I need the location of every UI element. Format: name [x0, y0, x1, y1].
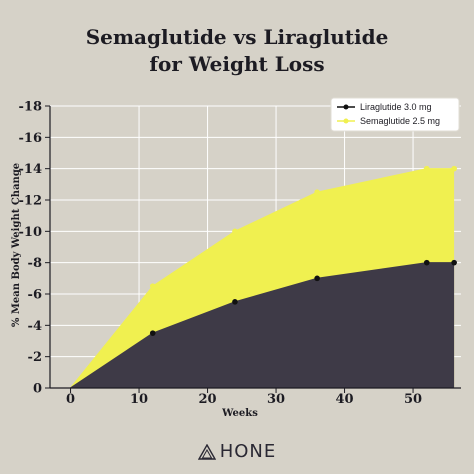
line-semaglutide	[70, 168, 455, 389]
legend-marker-semaglutide	[343, 118, 349, 124]
area-liraglutide	[70, 262, 455, 388]
x-axis-label: Weeks	[221, 408, 258, 419]
x-tick-label: 30	[267, 392, 285, 407]
y-tick-label: -14	[19, 162, 43, 177]
marker-semaglutide	[149, 283, 156, 289]
legend-item-semaglutide: Semaglutide 2.5 mg	[337, 116, 440, 126]
chart-title-line-2: for Weight Loss	[149, 52, 325, 76]
data-markers	[149, 165, 457, 336]
chart-title-line-1: Semaglutide vs Liraglutide	[85, 25, 389, 49]
y-tick-label: -16	[19, 131, 43, 146]
y-tick-label: -2	[28, 350, 42, 365]
marker-semaglutide	[423, 165, 430, 172]
tick-labels: 0 -2 -4 -6 -8 -10 -12 -14 -16 -18 0 10 20 30 40 50	[19, 100, 423, 408]
y-axis-label: % Mean Body Weight Change	[11, 163, 22, 327]
y-tick-label: -18	[19, 100, 43, 115]
x-tick-label: 40	[336, 392, 354, 407]
series-areas	[70, 168, 455, 389]
marker-semaglutide	[232, 228, 238, 235]
brand-footer: HONE	[0, 441, 474, 462]
marker-liraglutide	[451, 259, 457, 266]
legend-box	[330, 97, 460, 132]
hone-logo-icon	[197, 443, 216, 460]
legend-item-liraglutide: Liraglutide 3.0 mg	[337, 102, 432, 112]
x-tick-label: 20	[199, 392, 217, 407]
legend-label-liraglutide: Liraglutide 3.0 mg	[360, 102, 432, 112]
marker-semaglutide	[451, 165, 457, 172]
legend: Liraglutide 3.0 mg Semaglutide 2.5 mg	[330, 97, 460, 132]
brand-name: HONE	[219, 441, 277, 462]
legend-marker-liraglutide	[343, 104, 349, 110]
y-tick-label: -6	[28, 288, 42, 303]
marker-liraglutide	[314, 275, 320, 282]
x-tick-label: 10	[130, 392, 148, 407]
line-liraglutide	[70, 262, 455, 389]
y-tick-label: -12	[19, 194, 43, 209]
x-tick-label: 0	[66, 392, 75, 407]
marker-semaglutide	[314, 189, 320, 195]
y-tick-label: 0	[33, 382, 42, 397]
y-tick-label: -8	[28, 256, 42, 271]
legend-label-semaglutide: Semaglutide 2.5 mg	[360, 116, 440, 126]
marker-liraglutide	[423, 259, 430, 266]
y-tick-label: -4	[28, 319, 42, 334]
y-tick-label: -10	[19, 225, 43, 240]
x-tick-label: 50	[404, 392, 422, 407]
axes	[49, 106, 461, 389]
marker-liraglutide	[149, 330, 156, 336]
marker-liraglutide	[232, 299, 238, 305]
